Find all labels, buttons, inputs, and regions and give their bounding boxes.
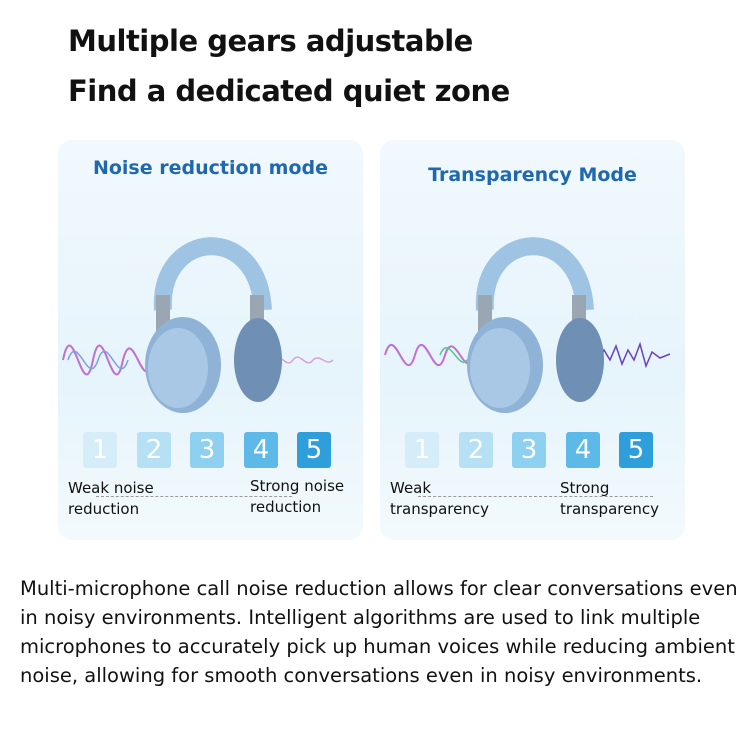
level-1-box[interactable]: 1	[83, 432, 117, 468]
panel-title: Noise reduction mode	[92, 157, 329, 179]
scale-line	[418, 496, 653, 497]
weak-label: Weak noise reduction	[68, 479, 154, 518]
level-3-box[interactable]: 3	[512, 432, 546, 468]
level-5-box[interactable]: 5	[619, 432, 653, 468]
level-4-box[interactable]: 4	[566, 432, 600, 468]
headphones-image	[384, 237, 671, 413]
strong-label: Strong noise reduction	[250, 477, 345, 516]
headline-line-2: Find a dedicated quiet zone	[68, 74, 510, 108]
level-1-box[interactable]: 1	[405, 432, 439, 468]
weak-label: Weak transparency	[390, 479, 489, 518]
scale-line	[96, 496, 292, 497]
level-2-box[interactable]: 2	[137, 432, 171, 468]
noise-reduction-panel: Noise reduction mode 1 2 3 4 5 Weak nois…	[58, 140, 363, 540]
description-text: Multi-microphone call noise reduction al…	[20, 577, 738, 687]
level-3-box[interactable]: 3	[190, 432, 224, 468]
level-5-box[interactable]: 5	[297, 432, 331, 468]
transparency-panel: Transparency Mode 1 2 3 4 5 Weak transpa…	[380, 140, 685, 540]
level-4-box[interactable]: 4	[244, 432, 278, 468]
headline-line-1: Multiple gears adjustable	[68, 24, 473, 58]
strong-label: Strong transparency	[560, 479, 659, 518]
panel-title: Transparency Mode	[428, 164, 637, 186]
level-2-box[interactable]: 2	[459, 432, 493, 468]
headphones-image	[62, 237, 334, 413]
